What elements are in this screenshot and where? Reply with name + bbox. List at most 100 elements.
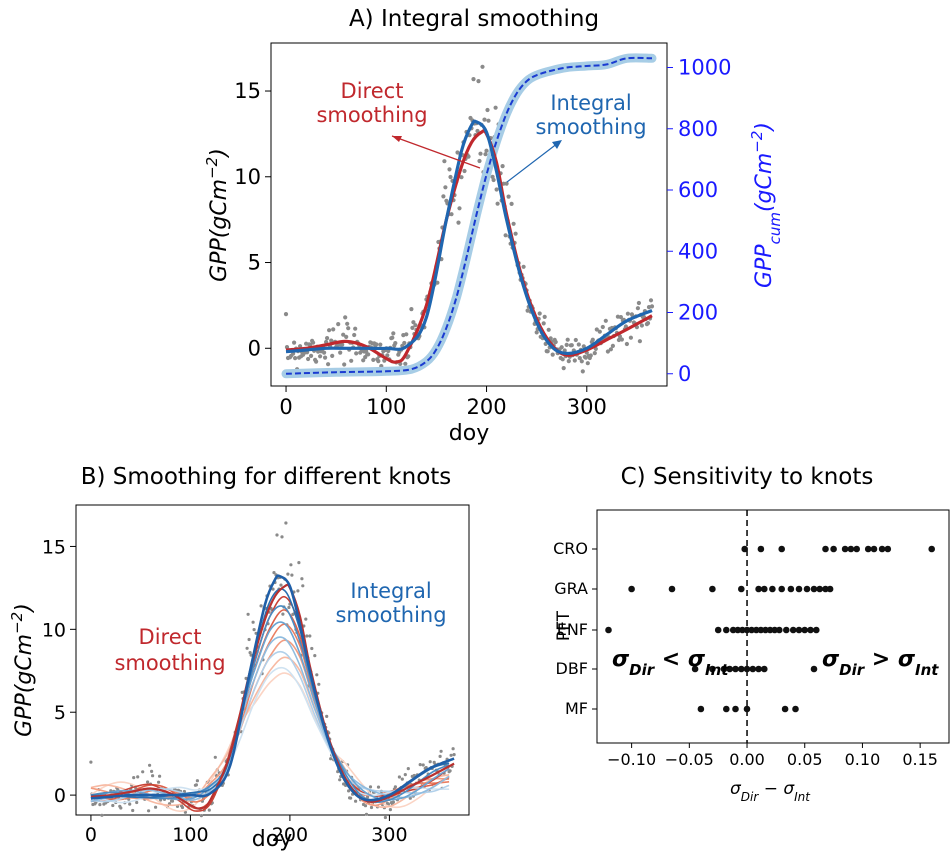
observation-point: [308, 342, 313, 347]
pft-point: [776, 626, 783, 634]
pft-point: [628, 585, 635, 593]
pft-point: [753, 626, 760, 634]
panel-b-y-label: GPP(gCm−2): [8, 603, 37, 737]
pft-point: [755, 665, 762, 673]
observation-point: [448, 769, 452, 773]
panel-c-points: [605, 545, 935, 713]
pft-point: [816, 585, 823, 593]
pft-point: [766, 626, 774, 634]
pft-point: [761, 585, 768, 593]
observation-point: [170, 799, 175, 803]
panel-a-y-label: GPP(gCm−2): [203, 148, 232, 282]
pft-point: [720, 665, 728, 673]
observation-point: [361, 358, 366, 363]
pft-point: [738, 665, 745, 673]
observation-point: [509, 201, 514, 206]
observation-point: [148, 763, 152, 767]
y2-tick-label: 600: [678, 178, 718, 202]
observation-point: [610, 343, 616, 348]
observation-point: [349, 358, 354, 363]
pft-point: [757, 545, 765, 553]
observation-point: [480, 64, 485, 69]
observation-point: [293, 356, 298, 361]
observation-point: [308, 634, 312, 638]
observation-point: [327, 328, 332, 333]
pft-point: [813, 626, 820, 634]
pft-point: [826, 585, 834, 593]
panel-b-integral-annotation-line2: smoothing: [335, 603, 446, 627]
observation-point: [403, 361, 408, 366]
observation-point: [386, 802, 390, 806]
observation-point: [561, 366, 566, 371]
observation-point: [374, 342, 379, 347]
observation-point: [354, 351, 359, 356]
panel-a-y2-ticks: 0 200 400 600 800 1000: [667, 56, 731, 386]
observation-point: [371, 357, 376, 362]
observation-point: [158, 774, 162, 778]
observation-point: [628, 335, 634, 340]
observation-point: [521, 264, 526, 269]
panel-b-x-ticks: 0 100 200 300: [85, 815, 408, 846]
pft-point: [755, 585, 762, 593]
observation-point: [347, 789, 351, 793]
observation-point: [623, 324, 629, 329]
observation-point: [485, 107, 490, 113]
observation-point: [483, 152, 488, 157]
observation-point: [325, 714, 329, 719]
observation-point: [364, 349, 369, 354]
x-tick-label: 0.10: [845, 750, 881, 769]
pft-point: [830, 545, 837, 553]
panel-a-direct-arrow: [391, 135, 481, 169]
observation-point: [247, 637, 251, 642]
observation-point: [406, 767, 410, 771]
pft-point: [769, 585, 776, 593]
observation-point: [618, 315, 624, 320]
panel-a-y2-label: GPPcum(gCm−2): [748, 122, 784, 288]
pft-point: [709, 665, 716, 673]
observation-point: [466, 154, 471, 159]
observation-point: [344, 334, 349, 339]
observation-point: [624, 341, 630, 347]
panel-c: C) Sensitivity to knots CRO GRA ENF DBF MF −…: [553, 464, 950, 804]
panel-a-integral-annotation-line2: smoothing: [535, 115, 646, 139]
observation-point: [364, 812, 369, 816]
pft-point: [732, 705, 739, 713]
panel-a-direct-annotation-line1: Direct: [341, 79, 404, 103]
observation-point: [391, 800, 395, 804]
observation-point: [326, 362, 331, 367]
pft-point: [738, 585, 745, 593]
pft-point: [749, 665, 757, 673]
pft-point: [789, 626, 797, 634]
x-tick-label: 0.00: [729, 750, 765, 769]
observation-point: [131, 808, 135, 813]
observation-point: [183, 810, 187, 814]
observation-point: [559, 345, 564, 350]
observation-point: [585, 361, 590, 366]
pft-point: [803, 585, 811, 593]
observation-point: [150, 769, 154, 774]
observation-point: [341, 332, 346, 337]
y2-tick-label: 0: [678, 362, 691, 386]
observation-point: [286, 572, 290, 576]
observation-point: [619, 337, 625, 342]
observation-point: [353, 326, 358, 331]
observation-point: [542, 314, 547, 319]
direct-smoothing-line: [90, 583, 455, 810]
x-tick-label: 0: [279, 395, 292, 419]
observation-point: [300, 577, 304, 581]
pft-point: [605, 626, 612, 634]
panel-b-direct-annotation-line2: smoothing: [114, 651, 225, 675]
observation-point: [501, 181, 506, 186]
x-tick-label: 100: [172, 824, 208, 846]
panel-a-x-ticks: 0 100 200 300: [279, 386, 607, 419]
observation-point: [439, 749, 443, 753]
observation-point: [154, 805, 158, 809]
panel-c-x-ticks: −0.10 −0.05 0.00 0.05 0.10 0.15: [607, 743, 938, 769]
observation-point: [482, 117, 487, 122]
observation-point: [456, 220, 461, 225]
y-tick-label: 15: [42, 536, 66, 558]
observation-point: [537, 311, 542, 316]
panel-a-integral-arrow: [506, 142, 559, 183]
observation-point: [443, 185, 448, 190]
observation-point: [393, 341, 398, 346]
